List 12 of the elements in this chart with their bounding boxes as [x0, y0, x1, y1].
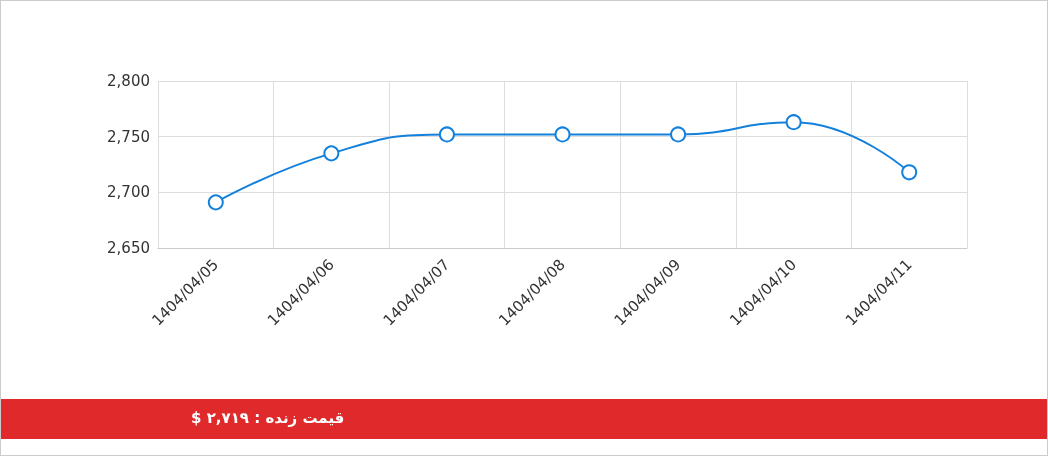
point — [670, 126, 687, 143]
point — [554, 126, 571, 143]
point — [901, 164, 918, 181]
y-tick-label: 2,650 — [107, 239, 150, 257]
point — [207, 194, 224, 211]
point — [785, 114, 802, 131]
y-tick-label: 2,800 — [107, 72, 150, 90]
y-tick-label: 2,700 — [107, 183, 150, 202]
y-tick-label: 2,750 — [107, 127, 150, 146]
point — [323, 145, 340, 162]
text: قیمت زنده : ۲,۷۱۹ $ — [191, 409, 345, 427]
point — [438, 126, 455, 143]
